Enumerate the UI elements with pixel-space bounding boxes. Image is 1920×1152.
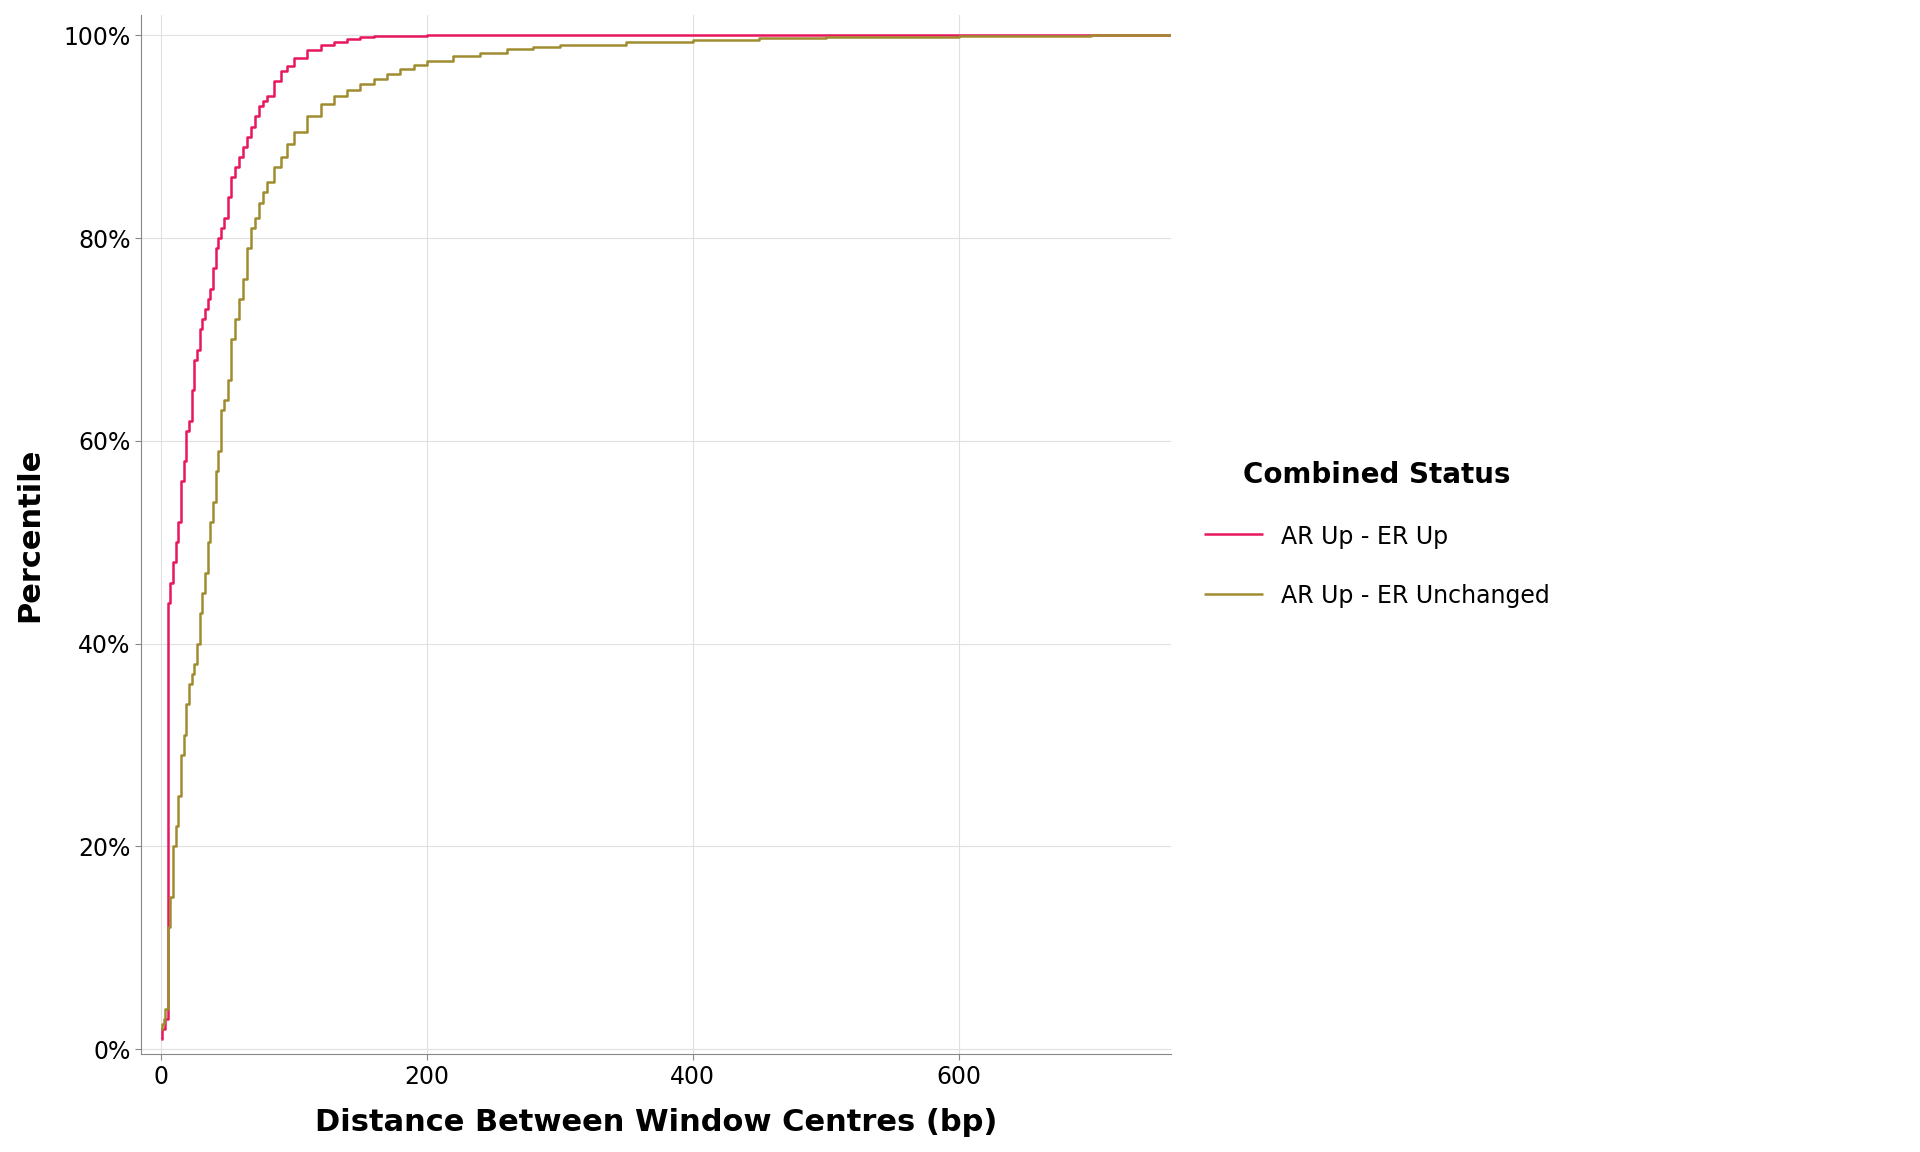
- Line: AR Up - ER Unchanged: AR Up - ER Unchanged: [161, 36, 1171, 1029]
- AR Up - ER Up: [248, 99, 271, 113]
- AR Up - ER Unchanged: [1160, 29, 1183, 43]
- AR Up - ER Up: [190, 312, 213, 326]
- AR Up - ER Unchanged: [150, 1022, 173, 1036]
- AR Up - ER Unchanged: [1079, 29, 1102, 43]
- AR Up - ER Up: [177, 414, 200, 427]
- Legend: AR Up - ER Up, AR Up - ER Unchanged: AR Up - ER Up, AR Up - ER Unchanged: [1204, 461, 1549, 608]
- AR Up - ER Up: [415, 29, 438, 43]
- AR Up - ER Up: [188, 323, 211, 336]
- AR Up - ER Unchanged: [190, 586, 213, 600]
- AR Up - ER Unchanged: [323, 89, 346, 103]
- AR Up - ER Unchanged: [236, 241, 259, 255]
- X-axis label: Distance Between Window Centres (bp): Distance Between Window Centres (bp): [315, 1108, 996, 1137]
- AR Up - ER Up: [150, 1032, 173, 1046]
- AR Up - ER Up: [1160, 29, 1183, 43]
- AR Up - ER Unchanged: [196, 536, 219, 550]
- AR Up - ER Unchanged: [228, 291, 252, 305]
- AR Up - ER Up: [263, 74, 286, 88]
- AR Up - ER Unchanged: [947, 29, 970, 43]
- AR Up - ER Up: [401, 29, 424, 43]
- Line: AR Up - ER Up: AR Up - ER Up: [161, 36, 1171, 1039]
- Y-axis label: Percentile: Percentile: [15, 447, 44, 622]
